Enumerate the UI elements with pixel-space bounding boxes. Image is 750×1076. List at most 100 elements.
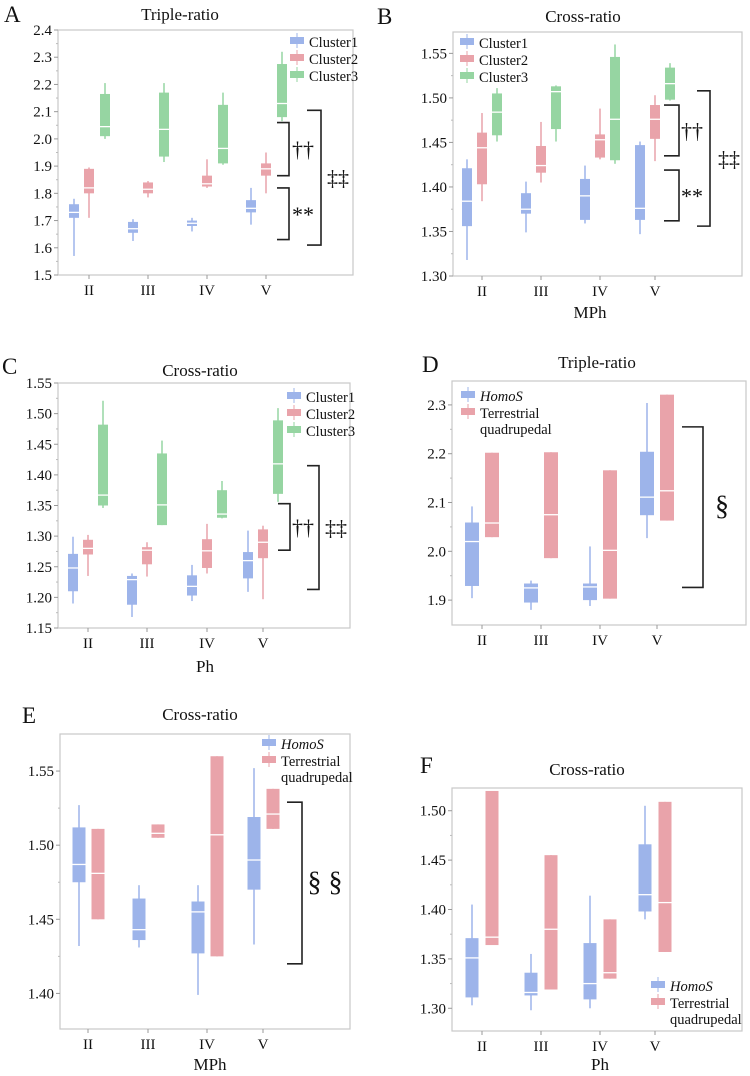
- box-iv: [187, 564, 197, 602]
- box-v: [273, 408, 283, 502]
- y-tick-label: 1.45: [421, 135, 447, 151]
- legend-label: HomoS: [479, 389, 523, 405]
- bracket-line: [307, 109, 322, 246]
- box-iqr: [187, 575, 197, 596]
- box-ii: [69, 198, 79, 256]
- significance-bracket: **: [277, 187, 314, 241]
- series-cluster1: [68, 530, 253, 617]
- y-tick-label: 2.1: [33, 105, 52, 121]
- box-iqr: [151, 824, 165, 838]
- box-iii: [159, 83, 169, 163]
- y-tick-label: 2.1: [427, 496, 446, 512]
- box-iqr: [544, 452, 558, 559]
- box-v: [635, 141, 645, 235]
- x-tick-label: III: [534, 284, 549, 300]
- x-tick-label: V: [258, 636, 269, 652]
- chart-title: Triple-ratio: [141, 5, 219, 24]
- y-tick-label: 2.2: [427, 447, 446, 463]
- x-tick-label: V: [650, 1039, 661, 1055]
- y-tick-label: 2.3: [33, 50, 52, 66]
- box-iqr: [202, 539, 212, 568]
- box-iqr: [98, 424, 108, 506]
- panel-letter: E: [22, 703, 36, 728]
- box-iqr: [258, 529, 268, 559]
- box-ii: [72, 805, 86, 946]
- panel-letter: A: [4, 2, 21, 27]
- box-iv: [187, 217, 197, 232]
- x-axis-label: Ph: [591, 1055, 609, 1074]
- box-iqr: [583, 583, 597, 601]
- box-iqr: [536, 145, 546, 173]
- y-tick-label: 1.30: [420, 1001, 446, 1017]
- box-iqr: [524, 583, 538, 603]
- box-iqr: [640, 451, 654, 516]
- y-tick-label: 1.15: [26, 621, 52, 637]
- x-tick-label: III: [141, 283, 156, 299]
- legend-label: Cluster3: [479, 70, 528, 86]
- box-v: [638, 805, 652, 920]
- x-tick-label: V: [258, 1037, 269, 1053]
- y-tick-label: 1.35: [421, 224, 447, 240]
- box-iqr: [635, 145, 645, 220]
- box-iqr: [658, 801, 672, 952]
- significance-label: **: [681, 183, 703, 208]
- y-tick-label: 1.45: [28, 912, 54, 928]
- x-tick-label: III: [140, 636, 155, 652]
- x-tick-label: II: [84, 283, 94, 299]
- box-ii: [100, 83, 110, 139]
- x-tick-label: IV: [199, 1037, 215, 1053]
- box-iii: [536, 121, 546, 183]
- box-iqr: [69, 204, 79, 218]
- plot-frame: [452, 31, 743, 277]
- legend-item: HomoS: [651, 977, 713, 995]
- box-iqr: [277, 64, 287, 118]
- x-tick-label: II: [477, 1039, 487, 1055]
- legend-item: HomoS: [461, 387, 523, 405]
- box-iv: [603, 919, 617, 979]
- y-tick-label: 1.45: [420, 853, 446, 869]
- box-iqr: [84, 168, 94, 194]
- panel-letter: B: [377, 4, 392, 29]
- x-tick-label: II: [83, 636, 93, 652]
- chart-title: Cross-ratio: [545, 7, 621, 26]
- box-iii: [551, 85, 561, 142]
- box-iii: [151, 824, 165, 838]
- box-iv: [583, 546, 597, 606]
- box-iqr: [583, 943, 597, 1000]
- box-iii: [143, 181, 153, 198]
- box-v: [261, 152, 271, 194]
- legend-label: Terrestrial: [281, 754, 340, 770]
- significance-label: ††: [292, 137, 314, 162]
- box-iv: [202, 159, 212, 188]
- box-v: [665, 63, 675, 101]
- significance-bracket: ††: [277, 121, 314, 177]
- box-ii: [485, 790, 499, 946]
- box-iqr: [72, 827, 86, 883]
- panel-letter: D: [422, 352, 439, 377]
- chart-title: Cross-ratio: [162, 361, 238, 380]
- y-tick-label: 1.6: [33, 241, 52, 257]
- y-tick-label: 2.0: [33, 132, 52, 148]
- legend-item: Cluster1: [290, 33, 358, 51]
- legend-label: Cluster2: [309, 52, 358, 68]
- legend-label: Cluster2: [306, 407, 355, 423]
- box-iqr: [157, 453, 167, 526]
- box-ii: [98, 400, 108, 508]
- box-iqr: [603, 919, 617, 979]
- plot-frame: [59, 733, 351, 1030]
- box-iv: [603, 470, 617, 599]
- series-cluster1: [462, 141, 645, 260]
- y-tick-label: 1.9: [33, 159, 52, 175]
- legend-item: Cluster3: [460, 68, 528, 86]
- box-v: [243, 530, 253, 592]
- legend-label: Cluster1: [306, 390, 355, 406]
- box-iv: [218, 92, 228, 165]
- y-tick-label: 1.35: [26, 499, 52, 515]
- x-tick-label: V: [650, 284, 661, 300]
- legend-item: Cluster3: [287, 422, 355, 440]
- box-iqr: [100, 93, 110, 137]
